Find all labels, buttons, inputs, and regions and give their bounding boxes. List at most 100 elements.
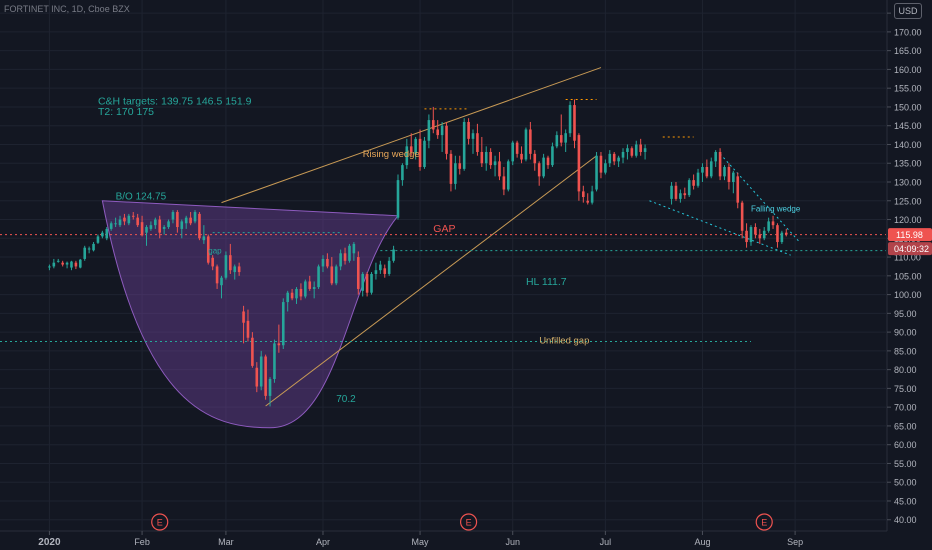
candle-body xyxy=(304,281,307,297)
candle-body xyxy=(590,191,594,203)
candle-body xyxy=(476,133,479,152)
candle-body xyxy=(114,223,117,225)
earnings-marker-icon xyxy=(459,513,478,531)
candle-body xyxy=(608,153,612,164)
price-tick-label: 40.00 xyxy=(894,515,917,525)
candle-body xyxy=(229,255,232,271)
candle-body xyxy=(520,153,523,160)
candle-body xyxy=(374,270,378,274)
price-axis[interactable]: 40.00 45.00 50.00 55.00 60.00 65.00 70.00 75.00… xyxy=(886,0,932,531)
countdown-tag xyxy=(888,242,932,256)
price-tick-label: 110.00 xyxy=(894,253,921,263)
candle-body xyxy=(321,258,325,267)
candle-body xyxy=(780,232,784,243)
candle-body xyxy=(184,217,188,224)
candle-body xyxy=(515,142,519,154)
candle-body xyxy=(158,219,162,233)
time-tick-label: Jul xyxy=(600,537,612,547)
candle-body xyxy=(762,230,766,239)
symbol-header: FORTINET INC, 1D, Cboe BZX xyxy=(4,4,130,14)
candle-body xyxy=(109,223,113,229)
candle-body xyxy=(233,266,237,273)
candle-body xyxy=(365,273,369,293)
price-tick-label: 85.00 xyxy=(894,346,917,356)
candle-body xyxy=(70,261,73,268)
time-axis[interactable]: 2020 Feb Mar Apr May Jun Jul Aug Sep xyxy=(0,530,932,550)
candles xyxy=(48,99,788,407)
candle-body xyxy=(784,232,788,235)
candle-body xyxy=(299,288,303,297)
candle-body xyxy=(396,180,400,218)
candle-body xyxy=(511,142,515,162)
candle-body xyxy=(674,185,678,199)
price-tick-label: 130.00 xyxy=(894,178,922,188)
candle-body xyxy=(140,222,144,236)
candle-body xyxy=(198,213,201,239)
candle-body xyxy=(326,258,329,267)
candle-body xyxy=(215,266,219,284)
candle-body xyxy=(480,151,484,164)
candle-body xyxy=(758,234,762,239)
price-tick-label: 75.00 xyxy=(894,384,917,394)
candle-body xyxy=(502,176,506,190)
price-tick-label: 165.00 xyxy=(894,46,922,56)
candle-body xyxy=(343,253,347,261)
price-tick-label: 80.00 xyxy=(894,365,917,375)
price-tick-label: 65.00 xyxy=(894,421,917,431)
candle-body xyxy=(714,151,717,162)
candle-body xyxy=(612,153,616,162)
candle-body xyxy=(679,193,682,199)
candle-body xyxy=(48,266,51,268)
candle-body xyxy=(604,163,607,173)
candle-body xyxy=(83,247,87,259)
annotations: C&H targets: 139.75 146.5 151.9T2: 170 1… xyxy=(98,96,801,405)
price-tick-label: 45.00 xyxy=(894,496,917,506)
last-price-label: 115.98 xyxy=(896,230,923,240)
candle-body xyxy=(352,243,356,254)
candle-body xyxy=(546,157,550,166)
price-tick-label: 150.00 xyxy=(894,102,922,112)
candle-body xyxy=(529,129,532,154)
candle-body xyxy=(489,151,492,166)
candle-body xyxy=(348,245,351,261)
candle-body xyxy=(118,219,122,226)
currency-button[interactable]: USD xyxy=(894,3,922,19)
candle-body xyxy=(683,193,687,196)
candle-body xyxy=(273,343,276,380)
candle-body xyxy=(277,343,281,346)
candle-body xyxy=(308,281,312,289)
candle-body xyxy=(776,225,779,243)
time-tick-label: 2020 xyxy=(38,537,61,548)
candle-body xyxy=(242,311,245,323)
candle-body xyxy=(206,236,210,263)
candle-body xyxy=(754,227,757,235)
candle-body xyxy=(154,219,157,226)
earnings-marker-icon xyxy=(755,513,773,531)
candle-body xyxy=(268,379,272,396)
candle-body xyxy=(123,217,126,222)
earnings-marker-label: E xyxy=(761,518,767,528)
candle-body xyxy=(105,228,109,239)
candle-body xyxy=(127,215,131,224)
candle-body xyxy=(361,273,364,291)
candle-body xyxy=(449,153,453,184)
candle-body xyxy=(96,236,100,243)
candle-body xyxy=(555,135,559,147)
candle-body xyxy=(255,367,259,387)
candle-body xyxy=(193,212,197,222)
candle-body xyxy=(595,155,598,190)
price-tick-label: 125.00 xyxy=(894,196,922,206)
candle-body xyxy=(87,248,91,250)
candle-body xyxy=(740,202,744,231)
candle-body xyxy=(723,166,726,177)
price-tick-label: 55.00 xyxy=(894,459,917,469)
candle-body xyxy=(709,161,713,177)
candle-body xyxy=(670,185,673,199)
candle-body xyxy=(136,217,139,226)
candle-body xyxy=(454,163,457,184)
time-axis-bg xyxy=(0,531,932,550)
annotation-rising: Rising wedge xyxy=(363,149,420,160)
candle-body xyxy=(259,356,263,387)
